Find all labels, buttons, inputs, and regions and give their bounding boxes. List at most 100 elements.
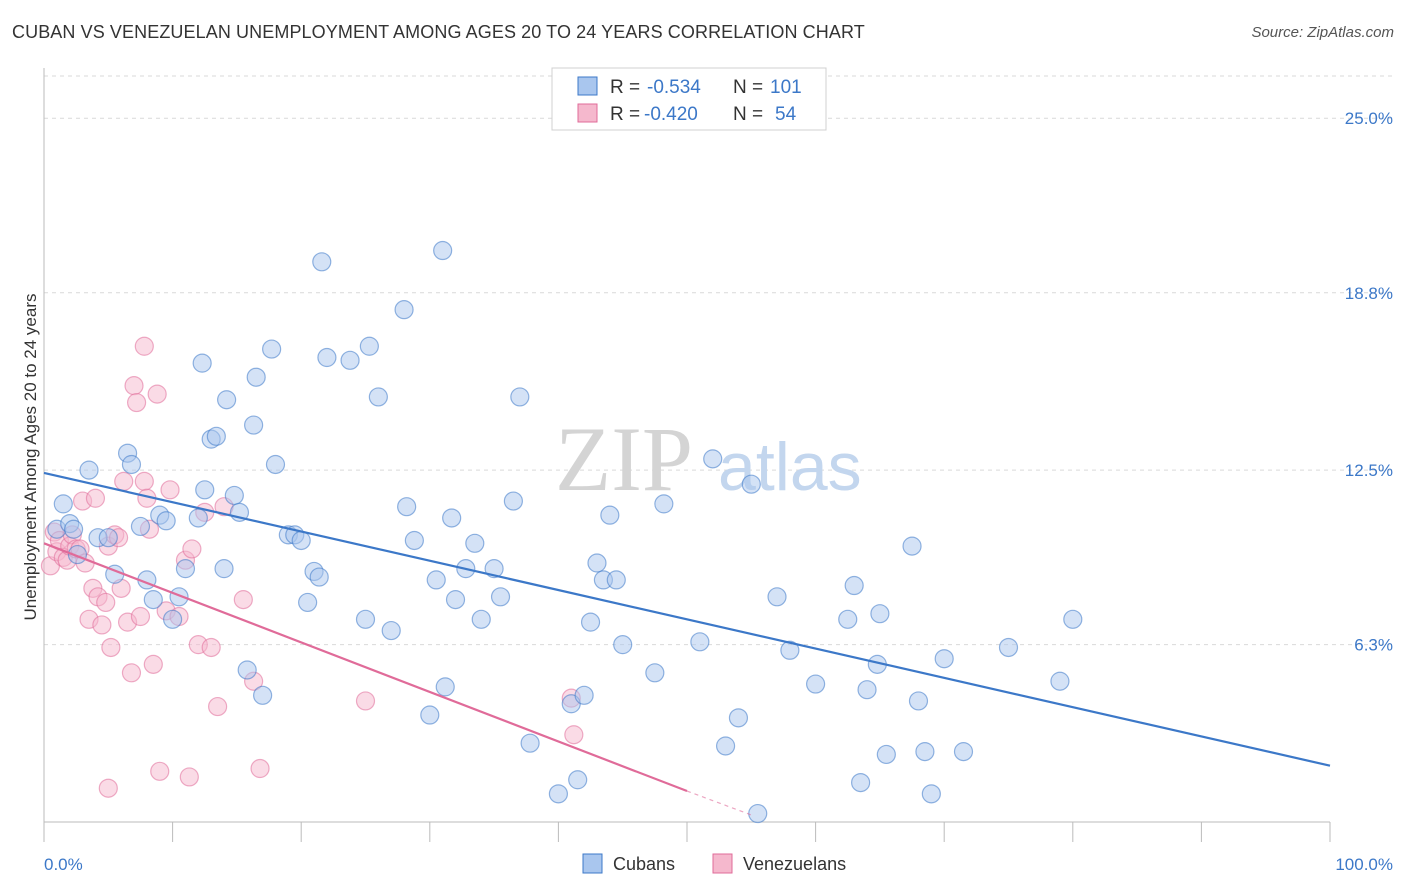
cuban-point [317,347,337,368]
bottom-legend-venezuelans: Venezuelans [743,854,846,874]
legend-r-label-1: R = [610,77,640,98]
cuban-point [214,559,234,579]
venezuelan-point [179,767,199,787]
venezuelan-point [564,725,584,745]
venezuelan-point [134,471,154,491]
cuban-point [465,533,485,553]
cuban-point [53,494,73,514]
cuban-point [420,705,440,725]
cuban-point [805,674,826,694]
cuban-point [921,784,941,804]
cuban-point [262,339,282,359]
cuban-point [484,559,504,579]
cuban-point [121,454,142,475]
cuban-point [902,536,922,556]
correlation-legend: R = -0.534 N = 101 R = -0.420 N = 54 [551,67,827,131]
venezuelan-point [208,696,228,717]
venezuelan-point [130,606,151,627]
source-label: Source: ZipAtlas.com [1251,24,1394,41]
venezuelan-point [124,376,144,396]
venezuelan-point [150,761,170,781]
watermark-zip: ZIP [555,408,693,510]
venezuelan-point [147,384,167,404]
cuban-point [340,350,360,370]
bottom-legend-swatch-cubans [582,853,603,874]
cuban-point [703,449,723,469]
cuban-point [715,736,736,756]
cuban-point [851,772,871,793]
cuban-point [244,415,264,435]
cuban-point [645,663,665,683]
y-tick-label: 6.3% [1354,636,1393,655]
cuban-point [163,609,183,629]
cuban-point [857,680,877,700]
cuban-point [63,519,84,539]
cuban-point [433,240,453,261]
bottom-legend-swatch-venezuelans [712,853,733,874]
cuban-point [237,660,257,680]
cuban-point [520,733,540,753]
cuban-point [568,770,588,790]
venezuelan-point [250,758,270,779]
cuban-point [143,590,163,610]
cubans-points [47,240,1083,824]
cuban-point [309,567,329,587]
cuban-point [870,604,890,624]
venezuelan-point [201,637,221,658]
cuban-point [915,742,935,762]
cuban-point [397,497,417,517]
cuban-point [876,744,896,765]
cuban-point [224,485,244,506]
cuban-point [359,336,379,356]
cuban-point [355,609,376,629]
chart-title: CUBAN VS VENEZUELAN UNEMPLOYMENT AMONG A… [12,22,865,42]
cuban-point [175,559,196,579]
cuban-point [253,685,273,705]
trend-lines [43,471,1331,816]
bottom-legend-cubans: Cubans [613,854,675,874]
cuban-point [613,635,633,655]
y-tick-labels: 6.3% 12.5% 18.8% 25.0% [1345,109,1393,654]
cuban-point [654,494,674,514]
gridlines [44,75,1393,646]
cuban-point [728,708,749,728]
cuban-point [934,649,954,669]
cuban-point [471,609,491,629]
cuban-point [1050,671,1070,691]
legend-swatch-cubans [577,76,598,96]
cuban-point [548,784,569,804]
venezuelan-point [233,590,253,610]
cuban-point [767,587,787,607]
cuban-point [156,511,176,531]
cuban-point [368,387,388,407]
legend-r-label-2: R = [610,104,640,125]
cuban-point [79,460,99,480]
cuban-point [188,508,208,528]
cuban-point [246,367,266,387]
watermark-atlas: atlas [718,429,862,505]
venezuelan-point [114,471,134,491]
cuban-point [574,685,594,705]
venezuelans-trend-extension [686,790,752,816]
cuban-point [298,592,318,613]
venezuelan-point [96,592,116,613]
cuban-point [838,609,858,629]
cuban-point [217,390,237,410]
cuban-point [606,570,626,590]
venezuelan-point [160,480,180,500]
cuban-point [445,590,466,610]
venezuelan-point [355,691,376,711]
cuban-point [435,677,455,697]
cuban-point [587,553,607,573]
legend-r-value-2: -0.420 [644,104,698,125]
x-tick-labels: 0.0% 100.0% [44,855,1393,874]
cuban-point [192,353,212,373]
venezuelan-point [85,488,106,508]
axes [43,68,1331,842]
cuban-point [580,612,601,632]
y-tick-label: 18.8% [1345,284,1393,303]
y-tick-label: 25.0% [1345,109,1393,128]
cuban-point [748,803,768,824]
legend-n-label-1: N = [733,77,763,98]
venezuelan-point [143,654,163,674]
